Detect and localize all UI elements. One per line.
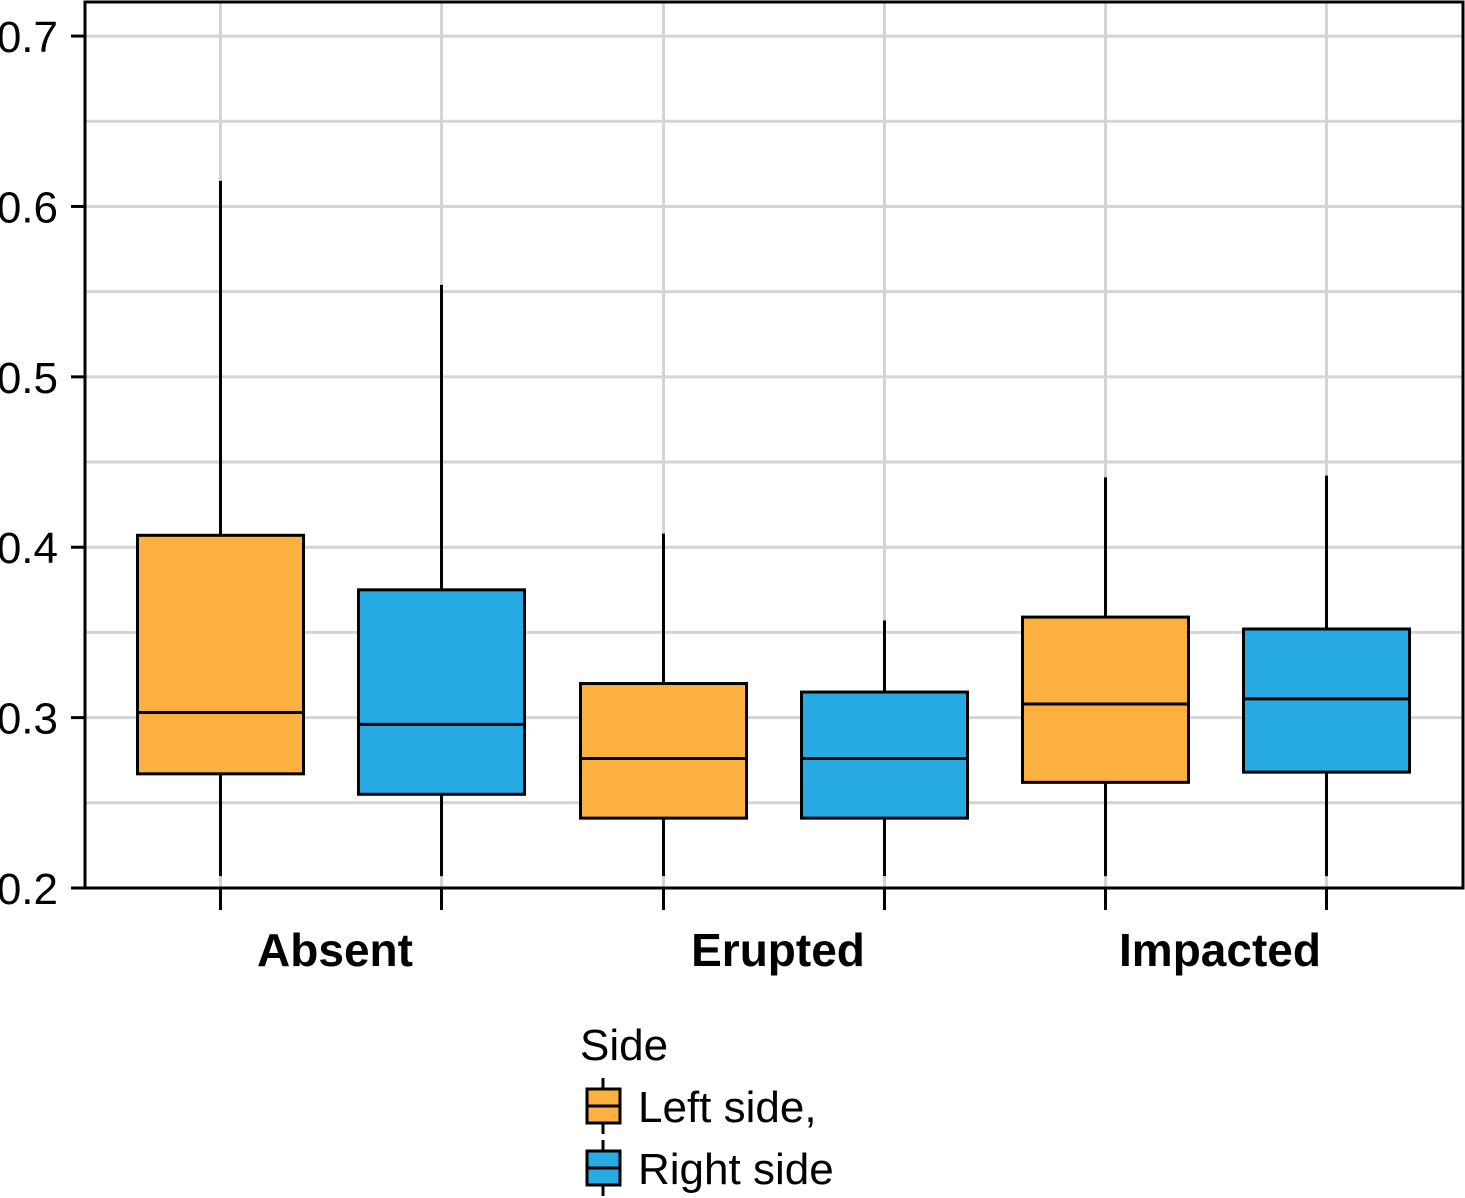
- box-plot-marks: [136, 180, 1411, 877]
- y-tick-label: 0.7: [0, 13, 58, 62]
- plot-frame: [83, 0, 1465, 890]
- x-category-label: Absent: [257, 924, 413, 976]
- box-body: [136, 533, 305, 776]
- legend-title: Side: [580, 1021, 668, 1070]
- box-left-side-impacted: [1021, 477, 1190, 877]
- y-tick-label: 0.6: [0, 183, 58, 232]
- legend-key-left: [585, 1078, 622, 1134]
- legend-key-right: [585, 1140, 622, 1196]
- legend: Side Left side, Right side: [580, 1021, 834, 1196]
- legend-label: Left side,: [638, 1083, 817, 1132]
- box-right-side-impacted: [1242, 475, 1411, 877]
- box-left-side-absent: [136, 180, 305, 877]
- box-body: [800, 690, 969, 820]
- box-body: [579, 682, 748, 820]
- y-tick-label: 0.3: [0, 695, 58, 744]
- box-right-side-erupted: [800, 620, 969, 877]
- x-category-label: Impacted: [1119, 924, 1321, 976]
- axes: 0.2 0.3 0.4 0.5 0.6 0.7 Absent Erupted Impacted: [0, 13, 1328, 976]
- y-tick-label: 0.5: [0, 354, 58, 403]
- x-category-label: Erupted: [691, 924, 865, 976]
- box-left-side-erupted: [579, 533, 748, 877]
- box-right-side-absent: [357, 284, 526, 877]
- y-tick-label: 0.2: [0, 865, 58, 914]
- box-body: [357, 588, 526, 796]
- box-body: [1242, 627, 1411, 774]
- box-body: [1021, 615, 1190, 784]
- legend-label: Right side: [638, 1145, 834, 1194]
- y-tick-label: 0.4: [0, 524, 58, 573]
